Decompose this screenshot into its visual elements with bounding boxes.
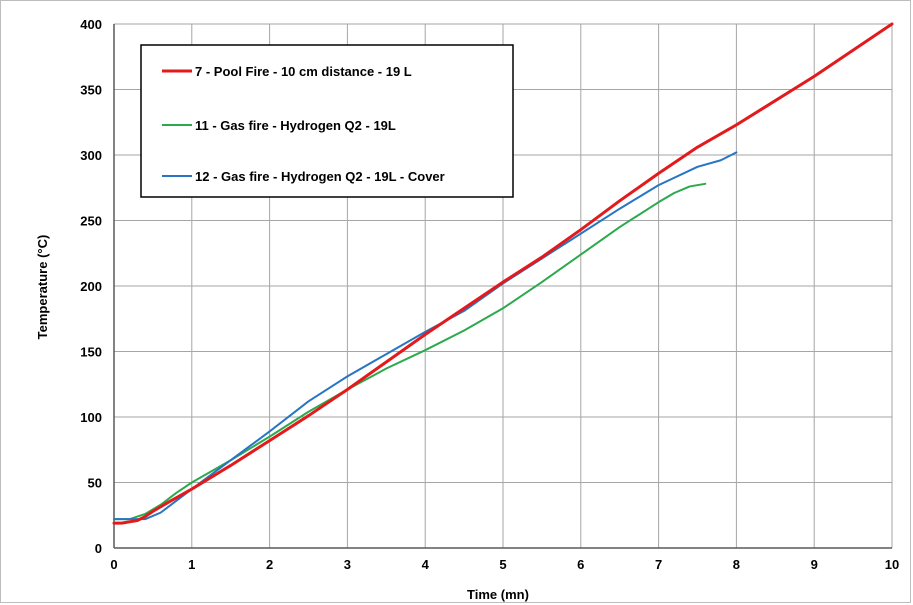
legend-entry-gas-fire: 11 - Gas fire - Hydrogen Q2 - 19L <box>162 118 396 133</box>
y-tick-label: 200 <box>80 279 102 294</box>
x-tick-label: 4 <box>422 557 430 572</box>
legend-box <box>140 44 514 198</box>
y-tick-label: 250 <box>80 214 102 229</box>
x-tick-label: 1 <box>188 557 195 572</box>
axes-layer <box>113 24 892 549</box>
legend: 7 - Pool Fire - 10 cm distance - 19 L 11… <box>140 44 514 198</box>
series-line-pool-fire <box>112 22 894 525</box>
series-line-gas-fire <box>113 182 707 521</box>
legend-entry-gas-fire-cover: 12 - Gas fire - Hydrogen Q2 - 19L - Cove… <box>162 169 445 184</box>
x-tick-label: 7 <box>655 557 662 572</box>
x-tick-label: 6 <box>577 557 584 572</box>
legend-label-pool-fire: 7 - Pool Fire - 10 cm distance - 19 L <box>195 64 412 79</box>
x-axis-title: Time (mn) <box>467 587 529 602</box>
x-tick-label: 10 <box>885 557 899 572</box>
y-tick-label: 100 <box>80 410 102 425</box>
y-tick-label: 300 <box>80 148 102 163</box>
x-tick-label: 2 <box>266 557 273 572</box>
legend-entry-pool-fire: 7 - Pool Fire - 10 cm distance - 19 L <box>162 64 412 79</box>
series-line-gas-fire-cover <box>113 151 738 521</box>
series-layer <box>112 22 894 525</box>
x-tick-label: 9 <box>811 557 818 572</box>
x-tick-label: 8 <box>733 557 740 572</box>
x-tick-label: 0 <box>110 557 117 572</box>
x-tick-label: 3 <box>344 557 351 572</box>
legend-label-gas-fire-cover: 12 - Gas fire - Hydrogen Q2 - 19L - Cove… <box>195 169 445 184</box>
y-tick-label: 350 <box>80 83 102 98</box>
y-tick-label: 0 <box>95 541 102 556</box>
y-tick-label: 50 <box>88 476 102 491</box>
x-tick-label: 5 <box>499 557 506 572</box>
y-axis-title: Temperature (°C) <box>35 235 50 340</box>
y-tick-label: 150 <box>80 345 102 360</box>
y-tick-label: 400 <box>80 17 102 32</box>
legend-label-gas-fire: 11 - Gas fire - Hydrogen Q2 - 19L <box>195 118 396 133</box>
